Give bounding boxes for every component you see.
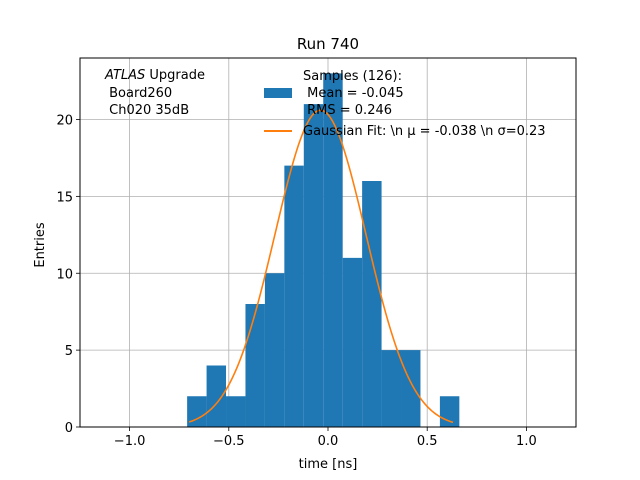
histogram-bars — [187, 73, 460, 427]
y-tick-label-0: 0 — [65, 421, 73, 436]
histogram-bar — [226, 396, 246, 427]
legend-histogram-line-2: Mean = -0.045 — [303, 86, 404, 101]
x-axis-label: time [ns] — [299, 457, 358, 472]
gaussian-fit — [188, 109, 454, 424]
histogram-bar — [401, 350, 421, 427]
histogram-bar — [381, 350, 402, 427]
histogram-bar — [206, 365, 227, 427]
atlas-label: ATLAS — [104, 68, 145, 83]
x-tick-label-3: 0.5 — [417, 434, 438, 449]
histogram-bar — [264, 273, 285, 427]
y-tick-label-2: 10 — [56, 267, 73, 282]
annotation-line-1: ATLAS Upgrade — [104, 68, 205, 83]
chart-title: Run 740 — [297, 35, 359, 53]
upgrade-label: Upgrade — [145, 68, 205, 83]
legend-histogram-line-1: Samples (126): — [303, 69, 402, 84]
histogram-bar — [284, 165, 304, 427]
histogram-bar — [303, 104, 324, 427]
histogram-bar — [362, 181, 382, 427]
legend-histogram-swatch — [264, 88, 292, 98]
gaussian-fit-curve — [188, 109, 454, 424]
histogram-bar — [245, 304, 265, 427]
y-tick-label-1: 5 — [65, 344, 73, 359]
histogram-bar — [342, 257, 363, 427]
x-tick-label-4: 1.0 — [516, 434, 537, 449]
legend: Samples (126): Mean = -0.045 RMS = 0.246… — [264, 69, 546, 139]
annotation-line-2: Board260 — [105, 86, 172, 101]
annotation-line-3: Ch020 35dB — [105, 103, 189, 118]
histogram-bar — [439, 396, 460, 427]
axis-ticks: −1.0 −0.5 0.0 0.5 1.0 0 5 10 15 20 — [56, 114, 536, 450]
annotation-box: ATLAS Upgrade Board260 Ch020 35dB — [104, 68, 205, 118]
histogram-bar — [187, 396, 207, 427]
x-tick-label-2: 0.0 — [318, 434, 339, 449]
histogram-bar — [323, 73, 343, 427]
x-tick-label-0: −1.0 — [114, 434, 146, 449]
legend-histogram-line-3: RMS = 0.246 — [303, 103, 392, 118]
x-tick-label-1: −0.5 — [213, 434, 245, 449]
y-tick-label-4: 20 — [56, 114, 73, 129]
y-tick-label-3: 15 — [56, 190, 73, 205]
legend-fit-label: Gaussian Fit: \n μ = -0.038 \n σ=0.23 — [303, 124, 546, 139]
y-axis-label: Entries — [33, 222, 48, 268]
